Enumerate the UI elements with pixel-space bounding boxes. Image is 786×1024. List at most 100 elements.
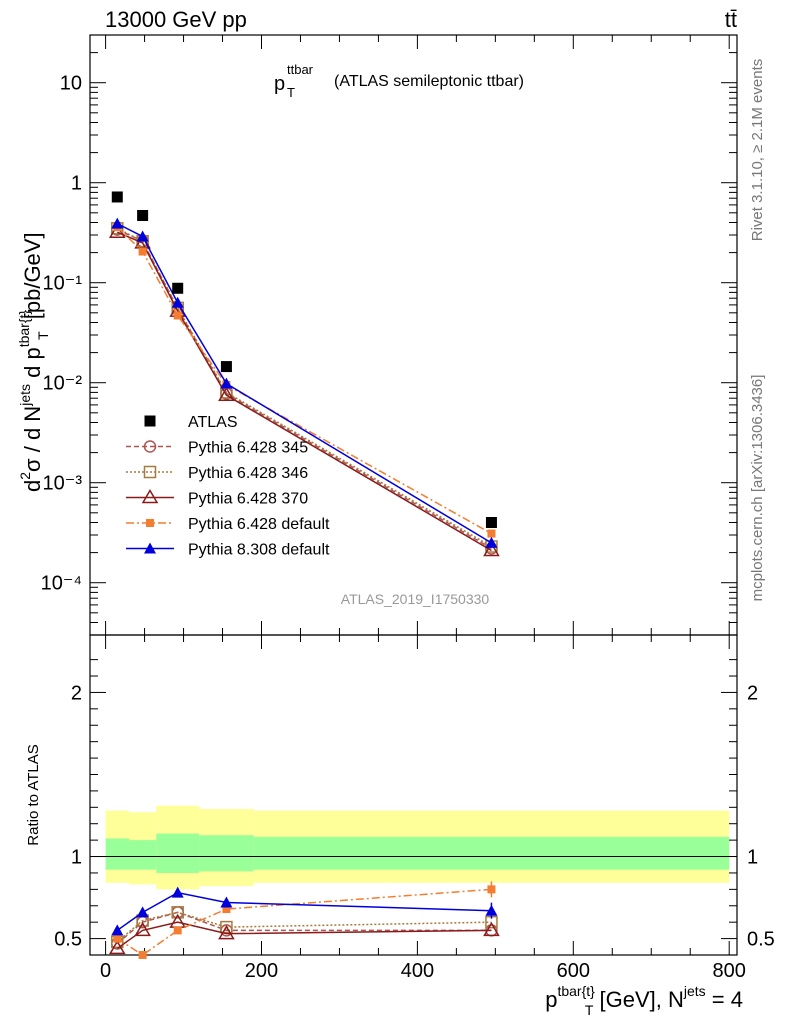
ratio-point-p370: [134, 921, 151, 937]
ratio-point-p8def: [111, 924, 124, 936]
x-tick-label: 600: [557, 960, 590, 982]
ratio-point-p6def: [222, 905, 231, 914]
legend-label-p370: Pythia 6.428 370: [188, 491, 308, 508]
y-tick-label: 10⁻²: [43, 373, 83, 395]
main-point-p8def: [111, 217, 124, 229]
svg-text:d2σ / d Njets d ptbar{t}T [p: d2σ / d Njets d ptbar{t} T [pb/GeV]: [16, 232, 51, 492]
ratio-band-inner: [253, 836, 730, 870]
plot-title-main: p: [274, 73, 285, 95]
main-point-p8def: [485, 536, 498, 548]
xlabel-c: = 4: [706, 987, 743, 1012]
ratio-y-tick-label-right: 1: [747, 847, 758, 869]
ratio-point-p346: [220, 920, 233, 934]
ylabel-c: d p: [20, 347, 45, 384]
plot-title-sub: T: [287, 85, 295, 100]
x-tick-label: 800: [713, 960, 746, 982]
main-point-atlas: [111, 191, 123, 203]
ratio-point-p346: [171, 906, 184, 919]
legend-label-p8def: Pythia 8.308 default: [188, 542, 330, 559]
y-tick-label: 10: [60, 73, 82, 95]
rivet-label: Rivet 3.1.10, ≥ 2.1M events: [749, 59, 766, 242]
legend-label-p346: Pythia 6.428 346: [188, 465, 308, 482]
ratio-y-tick-label: 0.5: [54, 929, 82, 951]
y-axis-label-ratio: Ratio to ATLAS: [25, 744, 42, 845]
main-panel: 10⁻⁴ 10⁻³ 10⁻² 10⁻¹ 1 10: [41, 34, 738, 955]
ylabel-a: d: [20, 480, 45, 492]
svg-text:ptbar{t}T [GeV], Njets = 4: ptbar{t} T [GeV], Njets = 4: [545, 983, 743, 1018]
main-line-p345: [116, 228, 492, 550]
x-axis-label: ptbar{t} T [GeV], Njets = 4: [545, 983, 743, 1018]
y-tick-label: 10⁻¹: [43, 273, 83, 295]
ratio-y-tick-label-right: 0.5: [747, 929, 775, 951]
ratio-point-p8def: [136, 906, 149, 918]
ratio-line-p8def: [116, 891, 492, 931]
ratio-point-p370: [218, 925, 235, 940]
ratio-line-p346: [116, 911, 492, 943]
mcplots-label: mcplots.cern.ch [arXiv:1306.3436]: [749, 375, 766, 602]
plot-title: p ttbar T (ATLAS semileptonic ttbar): [274, 62, 524, 100]
y-tick-label: 10⁻³: [43, 473, 83, 495]
main-point-p370: [218, 386, 235, 401]
y-tick-label: 1: [71, 173, 82, 195]
ratio-y-tick-label: 2: [71, 682, 82, 704]
xlabel-a: p: [545, 987, 557, 1012]
ratio-band-inner: [156, 833, 200, 873]
y-axis-label-top: d2σ / d Njets d ptbar{t} T [pb/GeV]: [16, 232, 51, 492]
ylabel-b: σ / d N: [20, 406, 45, 472]
legend-label-p345: Pythia 6.428 345: [188, 440, 308, 457]
xlabel-a-sub: T: [585, 1002, 594, 1018]
main-point-p8def: [171, 296, 184, 308]
main-point-atlas: [137, 210, 149, 222]
ratio-point-p8def: [220, 896, 233, 908]
main-line-p6def: [116, 226, 492, 535]
xlabel-a-sup: tbar{t}: [557, 983, 595, 999]
ratio-y-tick-label: 1: [71, 847, 82, 869]
legend-marker-p6def: [146, 519, 154, 527]
ratio-point-p370: [483, 921, 500, 937]
legend: ATLAS Pythia 6.428 345 Pythia 6.428 346 Pyt…: [126, 414, 330, 559]
ylabel-c-sub: T: [35, 331, 51, 340]
ratio-band-inner: [105, 838, 129, 870]
x-tick-label: 0: [100, 960, 111, 982]
legend-label-atlas: ATLAS: [188, 414, 238, 431]
ratio-frame: [89, 634, 738, 956]
plot-title-sup: ttbar: [287, 62, 314, 77]
y-tick-label: 10⁻⁴: [41, 573, 82, 595]
legend-label-p6def: Pythia 6.428 default: [188, 516, 330, 533]
ylabel-c-sup: tbar{t}: [16, 310, 32, 348]
ratio-point-p8def: [171, 886, 184, 898]
ratio-point-p370: [108, 939, 126, 955]
legend-marker-p346: [143, 465, 157, 479]
legend-marker-p370: [141, 489, 159, 504]
ratio-point-p6def: [138, 951, 147, 959]
ratio-line-p345: [116, 911, 492, 945]
main-point-p6def: [487, 529, 496, 538]
ratio-line-p370: [116, 921, 492, 950]
main-point-p8def: [136, 230, 149, 242]
ratio-point-p6def: [173, 926, 182, 935]
xlabel-b: [GeV], N: [593, 987, 683, 1012]
legend-marker-atlas: [144, 415, 156, 427]
ratio-band-inner: [128, 840, 157, 870]
ratio-band-inner: [199, 835, 254, 872]
main-point-p6def: [173, 311, 182, 320]
legend-marker-p8def: [144, 542, 156, 554]
ratio-point-p6def: [113, 934, 122, 943]
main-point-p8def: [220, 377, 233, 389]
main-line-p370: [116, 231, 492, 552]
main-point-p370: [483, 542, 500, 557]
analysis-id: ATLAS_2019_I1750330: [341, 591, 490, 607]
main-point-atlas: [485, 517, 497, 529]
legend-marker-p345: [143, 440, 157, 453]
main-point-atlas: [172, 282, 184, 294]
ylabel-b-sup: jets: [17, 384, 33, 407]
ratio-y-tick-label-right: 2: [747, 682, 758, 704]
ratio-line-p6def: [116, 888, 492, 956]
plot-title-suffix: (ATLAS semileptonic ttbar): [334, 73, 524, 90]
ylabel-a-sup: 2: [17, 472, 33, 480]
process-label: tt̄: [725, 7, 737, 32]
energy-label: 13000 GeV pp: [105, 7, 247, 32]
ylabel-d: [pb/GeV]: [20, 232, 45, 325]
